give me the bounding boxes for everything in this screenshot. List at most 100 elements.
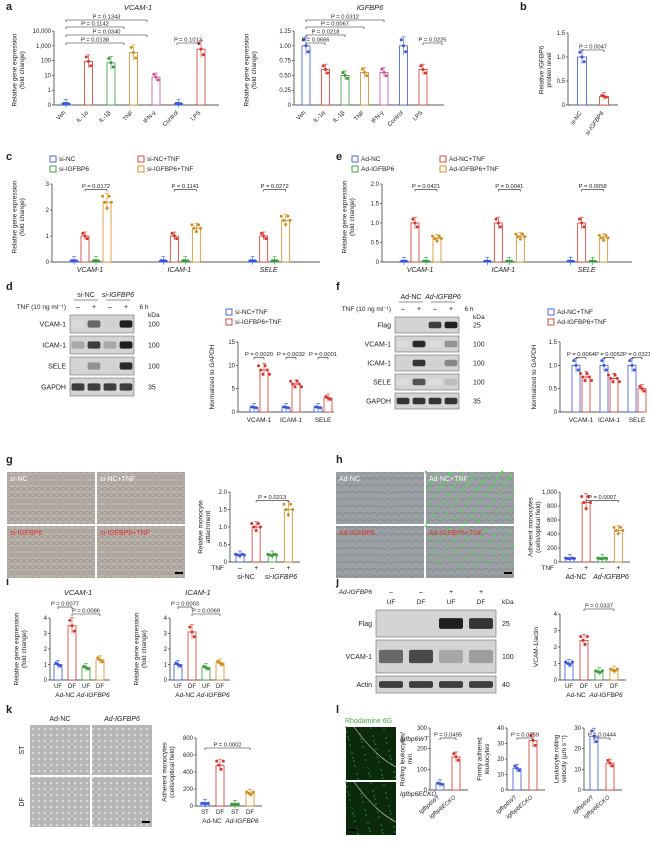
data-point bbox=[439, 237, 443, 241]
panel_h-bar-ytick-label: 200 bbox=[547, 546, 558, 552]
data-point bbox=[589, 501, 593, 504]
data-point bbox=[250, 522, 254, 525]
fluorescent-cell bbox=[502, 484, 506, 488]
data-point bbox=[607, 373, 610, 377]
data-point bbox=[154, 75, 158, 79]
i1-pvalue: P = 0.0003 bbox=[171, 602, 199, 608]
data-point bbox=[421, 67, 425, 71]
data-point bbox=[219, 767, 223, 771]
blot-row-label: GAPDH bbox=[41, 385, 66, 392]
data-point bbox=[261, 372, 265, 376]
fluorescent-cell bbox=[456, 478, 460, 482]
col-header: Ad-IGFBP6 bbox=[103, 716, 140, 723]
kda-label: kDa bbox=[148, 312, 160, 319]
a1-ytick-label: 100 bbox=[41, 59, 52, 65]
fluorescent-cell bbox=[510, 562, 514, 566]
fluorescent-leukocyte bbox=[389, 810, 391, 812]
fluorescent-leukocyte bbox=[360, 793, 362, 795]
group-label: SELE bbox=[578, 267, 596, 274]
fluorescent-cell bbox=[498, 526, 502, 530]
b-ytick-label: 0.5 bbox=[557, 79, 566, 85]
fluorescent-leukocyte bbox=[348, 739, 350, 741]
data-point bbox=[515, 766, 519, 770]
a1-pvalue: P = 0.0340 bbox=[92, 30, 120, 36]
fluorescent-leukocyte bbox=[356, 773, 358, 775]
fluorescent-cell bbox=[510, 508, 514, 512]
data-point bbox=[485, 259, 489, 263]
fluorescent-cell bbox=[440, 518, 444, 522]
fluorescent-leukocyte bbox=[351, 807, 353, 809]
j-ytick-label: 1 bbox=[554, 662, 558, 668]
fluorescent-cell bbox=[469, 495, 473, 499]
data-point bbox=[217, 763, 221, 767]
fluorescent-leukocyte bbox=[352, 757, 354, 759]
data-point bbox=[604, 95, 608, 99]
blot-panel_d-band bbox=[103, 341, 117, 349]
panel_f-pvalue: P = 0.0321 bbox=[623, 352, 650, 358]
fluorescent-cell bbox=[451, 539, 455, 543]
fluorescent-cell bbox=[470, 476, 474, 480]
a2-pvalue: P = 0.0218 bbox=[311, 30, 339, 36]
blot-panel_d-band bbox=[103, 383, 117, 391]
blot-row-label: SELE bbox=[373, 380, 391, 387]
fluorescent-leukocyte bbox=[352, 812, 354, 814]
b-ytick-label: 0 bbox=[562, 103, 566, 109]
kda-value: 100 bbox=[473, 361, 485, 368]
data-point bbox=[288, 218, 292, 222]
blot-j-blot bbox=[375, 675, 497, 694]
data-point bbox=[343, 73, 347, 77]
panel_f-bar-ytick-label: 1.5 bbox=[549, 340, 558, 346]
image-label: Ad-NC+TNF bbox=[429, 476, 468, 483]
panel_d-pvalue: P = 0.0032 bbox=[277, 352, 305, 358]
fluorescent-cell bbox=[472, 474, 476, 478]
data-point bbox=[199, 226, 203, 230]
data-point bbox=[275, 259, 279, 263]
blot-panel_d-blot bbox=[69, 377, 135, 397]
i0-ytick-label: 2 bbox=[44, 647, 48, 653]
data-point bbox=[586, 495, 590, 499]
data-point bbox=[176, 663, 180, 666]
data-point bbox=[84, 666, 88, 670]
blot-panel_d-band bbox=[71, 341, 85, 349]
data-point bbox=[608, 761, 612, 765]
data-point bbox=[587, 375, 591, 379]
fluorescent-cell bbox=[436, 560, 440, 564]
data-point bbox=[590, 729, 594, 733]
data-point bbox=[580, 495, 584, 499]
group-label: Ad-IGFBP6 bbox=[195, 692, 230, 699]
data-point bbox=[616, 532, 620, 536]
fluorescent-leukocyte bbox=[361, 741, 363, 743]
data-point bbox=[265, 368, 269, 372]
data-point bbox=[282, 502, 286, 506]
data-point bbox=[178, 664, 182, 668]
a2-ytick-label: 0.25 bbox=[279, 88, 291, 94]
ylabel: Normalized to GAPDH bbox=[531, 344, 538, 409]
blot-panel_d-band bbox=[87, 320, 101, 328]
data-point bbox=[431, 234, 435, 238]
data-point bbox=[190, 223, 194, 227]
data-point bbox=[289, 502, 293, 506]
data-point bbox=[510, 259, 514, 263]
data-point bbox=[521, 232, 525, 236]
fluorescent-cell bbox=[470, 530, 474, 534]
data-point bbox=[293, 385, 297, 389]
data-point bbox=[564, 660, 568, 664]
a1-pvalue: P = 0.1343 bbox=[92, 15, 120, 21]
panel-l: Rhodamine 6G Igfbp6WT Igfbp6ECKO Rolling le… bbox=[345, 718, 622, 835]
panel_g-bar-ytick-label: 0.5 bbox=[219, 543, 228, 549]
data-point bbox=[581, 638, 585, 642]
legend-panel_c-swatch bbox=[137, 155, 145, 163]
l0-ytick-label: 300 bbox=[417, 726, 428, 732]
data-point bbox=[402, 259, 406, 263]
blot-panel_d-band bbox=[71, 383, 85, 391]
fluorescent-cell bbox=[433, 529, 437, 533]
fluorescent-leukocyte bbox=[390, 758, 392, 760]
data-point bbox=[197, 223, 201, 227]
legend-panel_e: Ad-IGFBP6 bbox=[361, 166, 395, 173]
data-point bbox=[411, 217, 415, 221]
panel-letters: a b c d e f g h i j k l bbox=[6, 1, 527, 716]
data-point bbox=[183, 259, 187, 263]
panel_d-bar-ytick-label: 5 bbox=[232, 387, 236, 393]
blot-panel_d-band bbox=[103, 320, 117, 328]
